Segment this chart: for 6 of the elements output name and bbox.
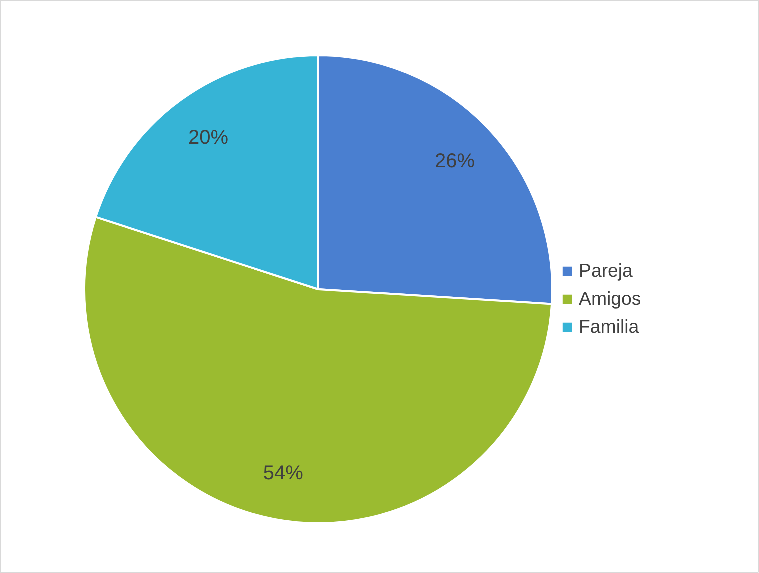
legend-label: Pareja bbox=[579, 260, 633, 282]
data-label: 20% bbox=[188, 127, 229, 150]
legend-label: Familia bbox=[579, 316, 640, 338]
data-label: 54% bbox=[263, 462, 304, 484]
data-label: 26% bbox=[434, 150, 476, 172]
legend-label: Amigos bbox=[579, 288, 642, 310]
